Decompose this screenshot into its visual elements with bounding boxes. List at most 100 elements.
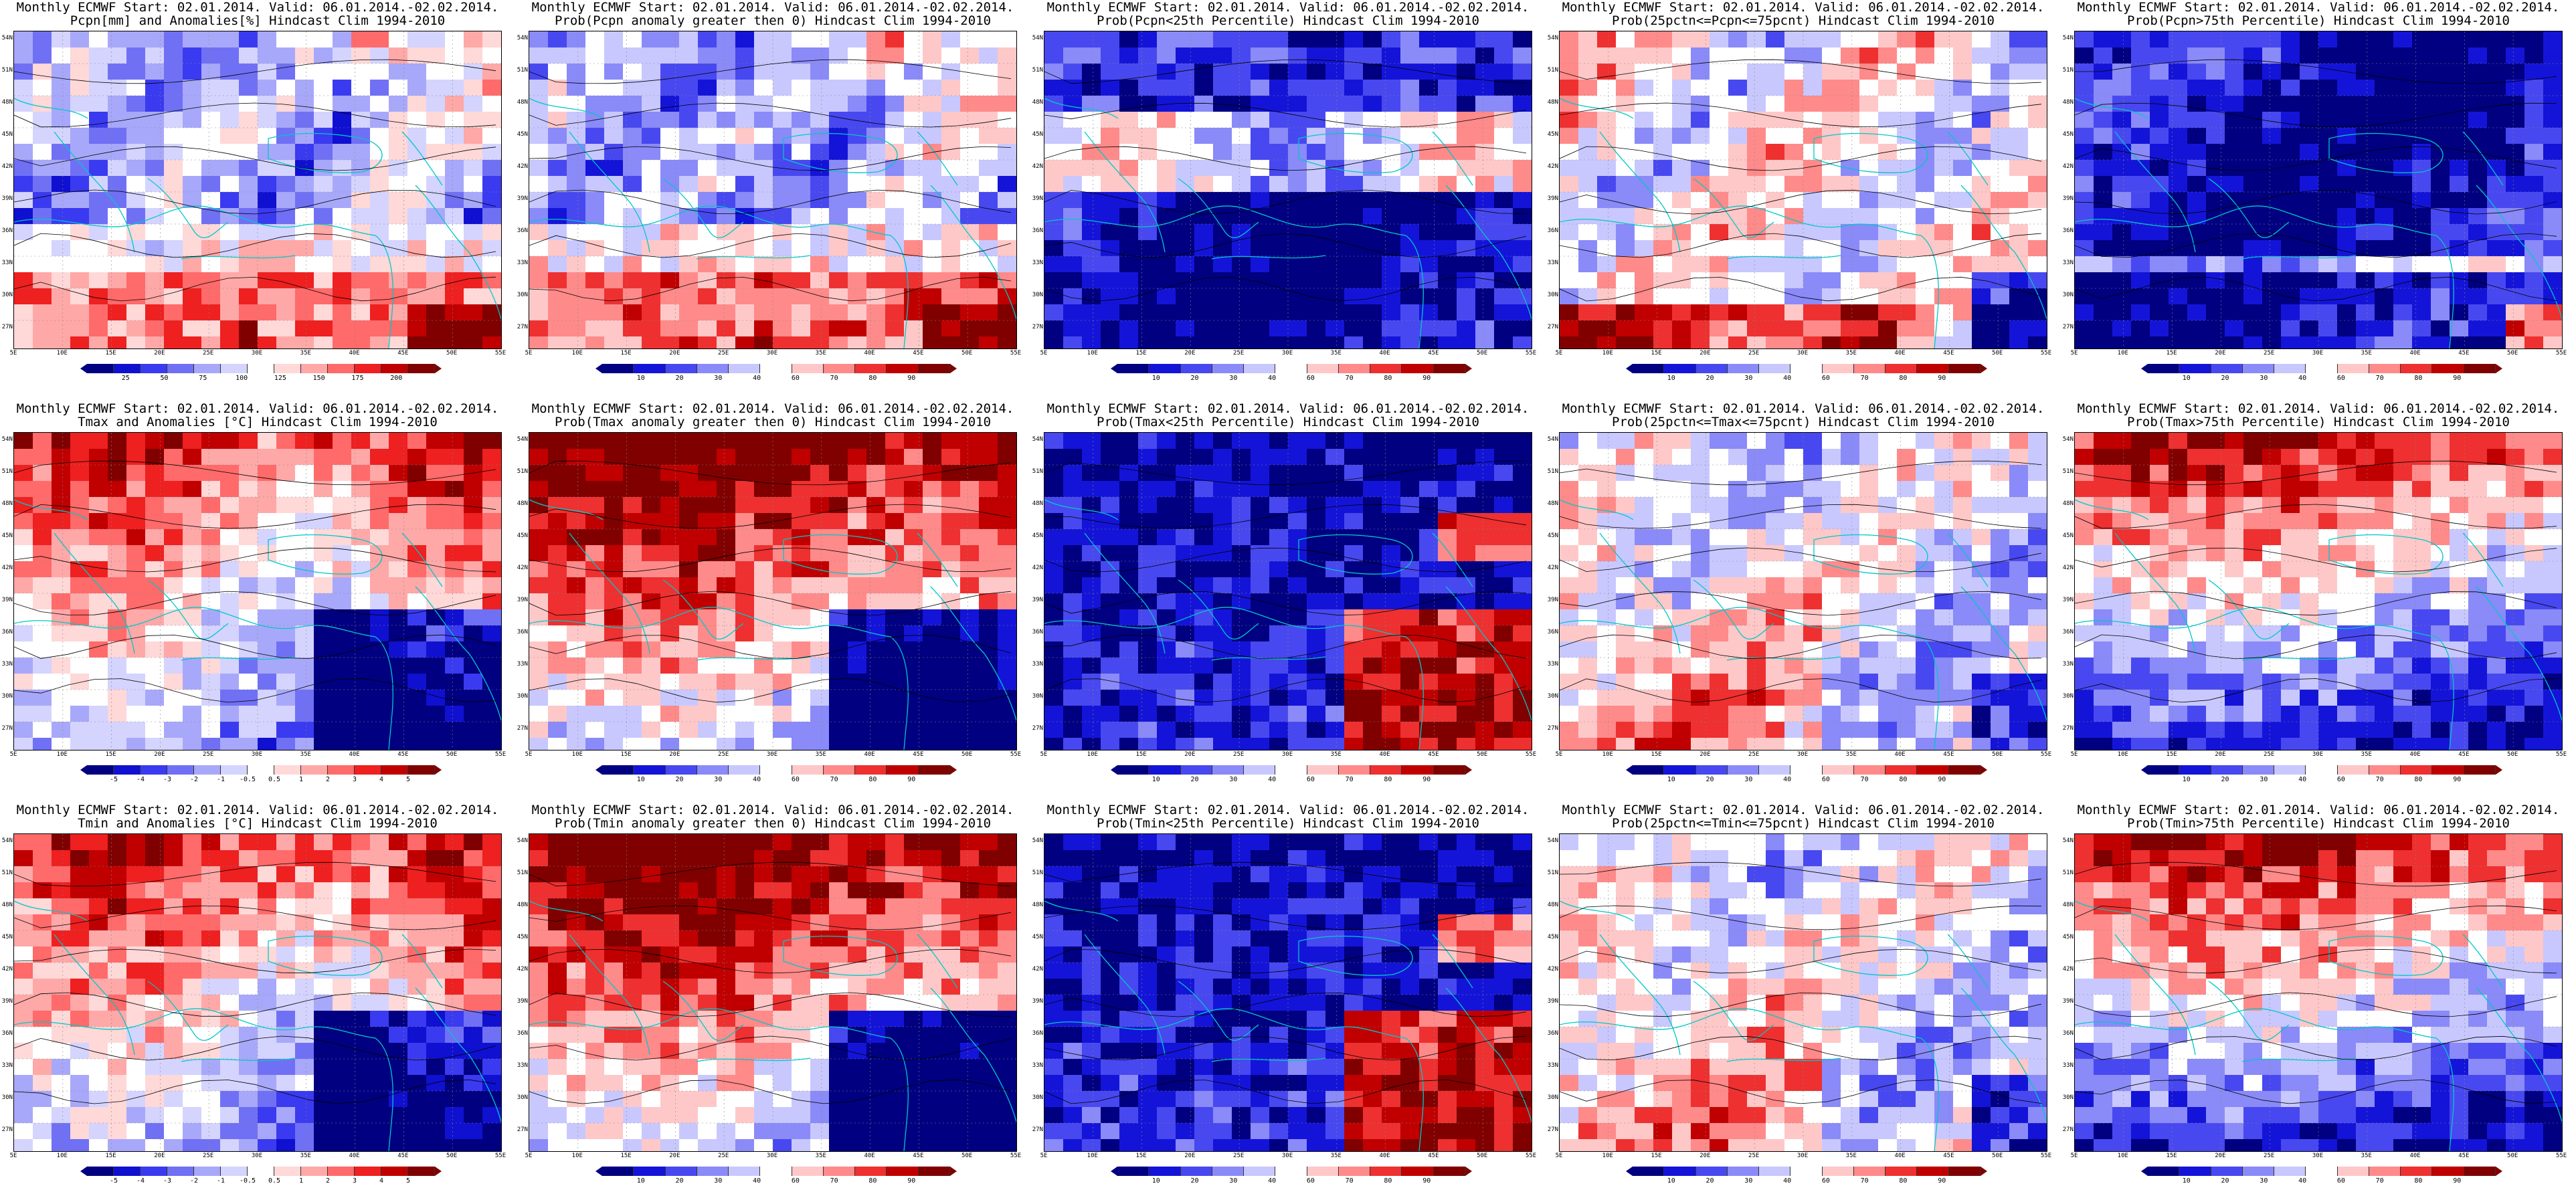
field-cell [1344,609,1364,626]
field-cell [773,497,792,514]
field-cell [2393,208,2413,225]
field-cell [2487,80,2506,96]
field-cell [314,144,333,161]
field-cell [145,31,165,48]
field-cell [1119,449,1139,466]
field-cell [1325,288,1345,305]
field-cell [276,706,296,722]
field-cell [1382,240,1401,257]
field-cell [2169,304,2188,321]
field-cell [754,641,773,658]
field-cell [567,176,586,193]
field-cell [754,192,773,209]
field-cell [426,176,446,193]
colorbar-cell [2306,364,2338,373]
colorbar-cell [381,765,408,775]
field-cell [754,465,773,482]
field-cell [866,144,886,161]
field-cell [1400,513,1420,530]
field-cell [1494,641,1513,658]
field-cell [1653,449,1673,466]
field-cell [2468,64,2488,80]
field-cell [1616,465,1635,482]
map-svg [529,31,1016,348]
field-cell [866,96,886,112]
field-cell [567,320,586,337]
field-cell [1859,433,1879,449]
field-cell [239,240,258,257]
field-cell [1344,561,1364,578]
field-cell [2094,304,2113,321]
field-cell [529,529,549,546]
field-cell [754,128,773,144]
field-cell [941,112,961,128]
field-cell [1578,80,1598,96]
field-cell [567,47,586,64]
field-cell [2412,336,2431,348]
field-cell [1494,192,1513,209]
field-cell [1494,320,1513,337]
field-cell [848,658,867,674]
field-cell [792,497,811,514]
field-cell [445,288,464,305]
field-cell [426,256,446,273]
field-cell [585,641,605,658]
field-cell [351,272,371,289]
field-cell [1859,224,1879,241]
field-cell [126,545,146,562]
field-cell [2169,96,2188,112]
field-cell [1878,176,1898,193]
field-cell [1044,513,1064,530]
field-cell [33,625,52,642]
field-cell [829,31,848,48]
field-cell [1841,240,1860,257]
field-cell [1494,481,1513,498]
field-cell [1119,112,1139,128]
field-cell [351,320,371,337]
field-cell [1513,128,1532,144]
map-field [1559,432,2047,750]
field-cell [679,31,699,48]
field-cell [314,545,333,562]
lat-label: 39N [1,195,13,202]
field-cell [941,593,961,610]
field-cell [1063,64,1083,80]
field-cell [1307,465,1326,482]
colorbar-cell [1948,364,1981,373]
field-cell [1325,561,1345,578]
field-cell [1288,80,1307,96]
field-cell [585,625,605,642]
field-cell [1972,31,1991,48]
field-cell [1400,593,1420,610]
field-cell [1635,240,1654,257]
field-cell [295,256,314,273]
field-cell [2318,288,2338,305]
field-cell [145,80,165,96]
field-cell [2112,224,2132,241]
field-cell [1494,706,1513,722]
field-cell [698,561,717,578]
field-cell [239,577,258,594]
field-cell [679,304,699,321]
field-cell [773,272,792,289]
field-cell [351,288,371,305]
field-cell [33,160,52,177]
field-cell [1635,513,1654,530]
field-cell [848,336,867,348]
field-cell [2468,112,2488,128]
field-cell [1953,304,1972,321]
field-cell [1138,658,1158,674]
field-cell [314,80,333,96]
field-cell [2468,128,2488,144]
field-cell [1513,192,1532,209]
field-cell [1616,304,1635,321]
field-cell [407,224,427,241]
field-cell [1194,240,1214,257]
field-cell [585,738,605,750]
field-cell [1101,144,1120,161]
field-cell [1747,272,1766,289]
field-cell [1232,722,1251,738]
field-cell [1991,240,2010,257]
field-cell [1213,561,1232,578]
field-cell [33,722,52,738]
